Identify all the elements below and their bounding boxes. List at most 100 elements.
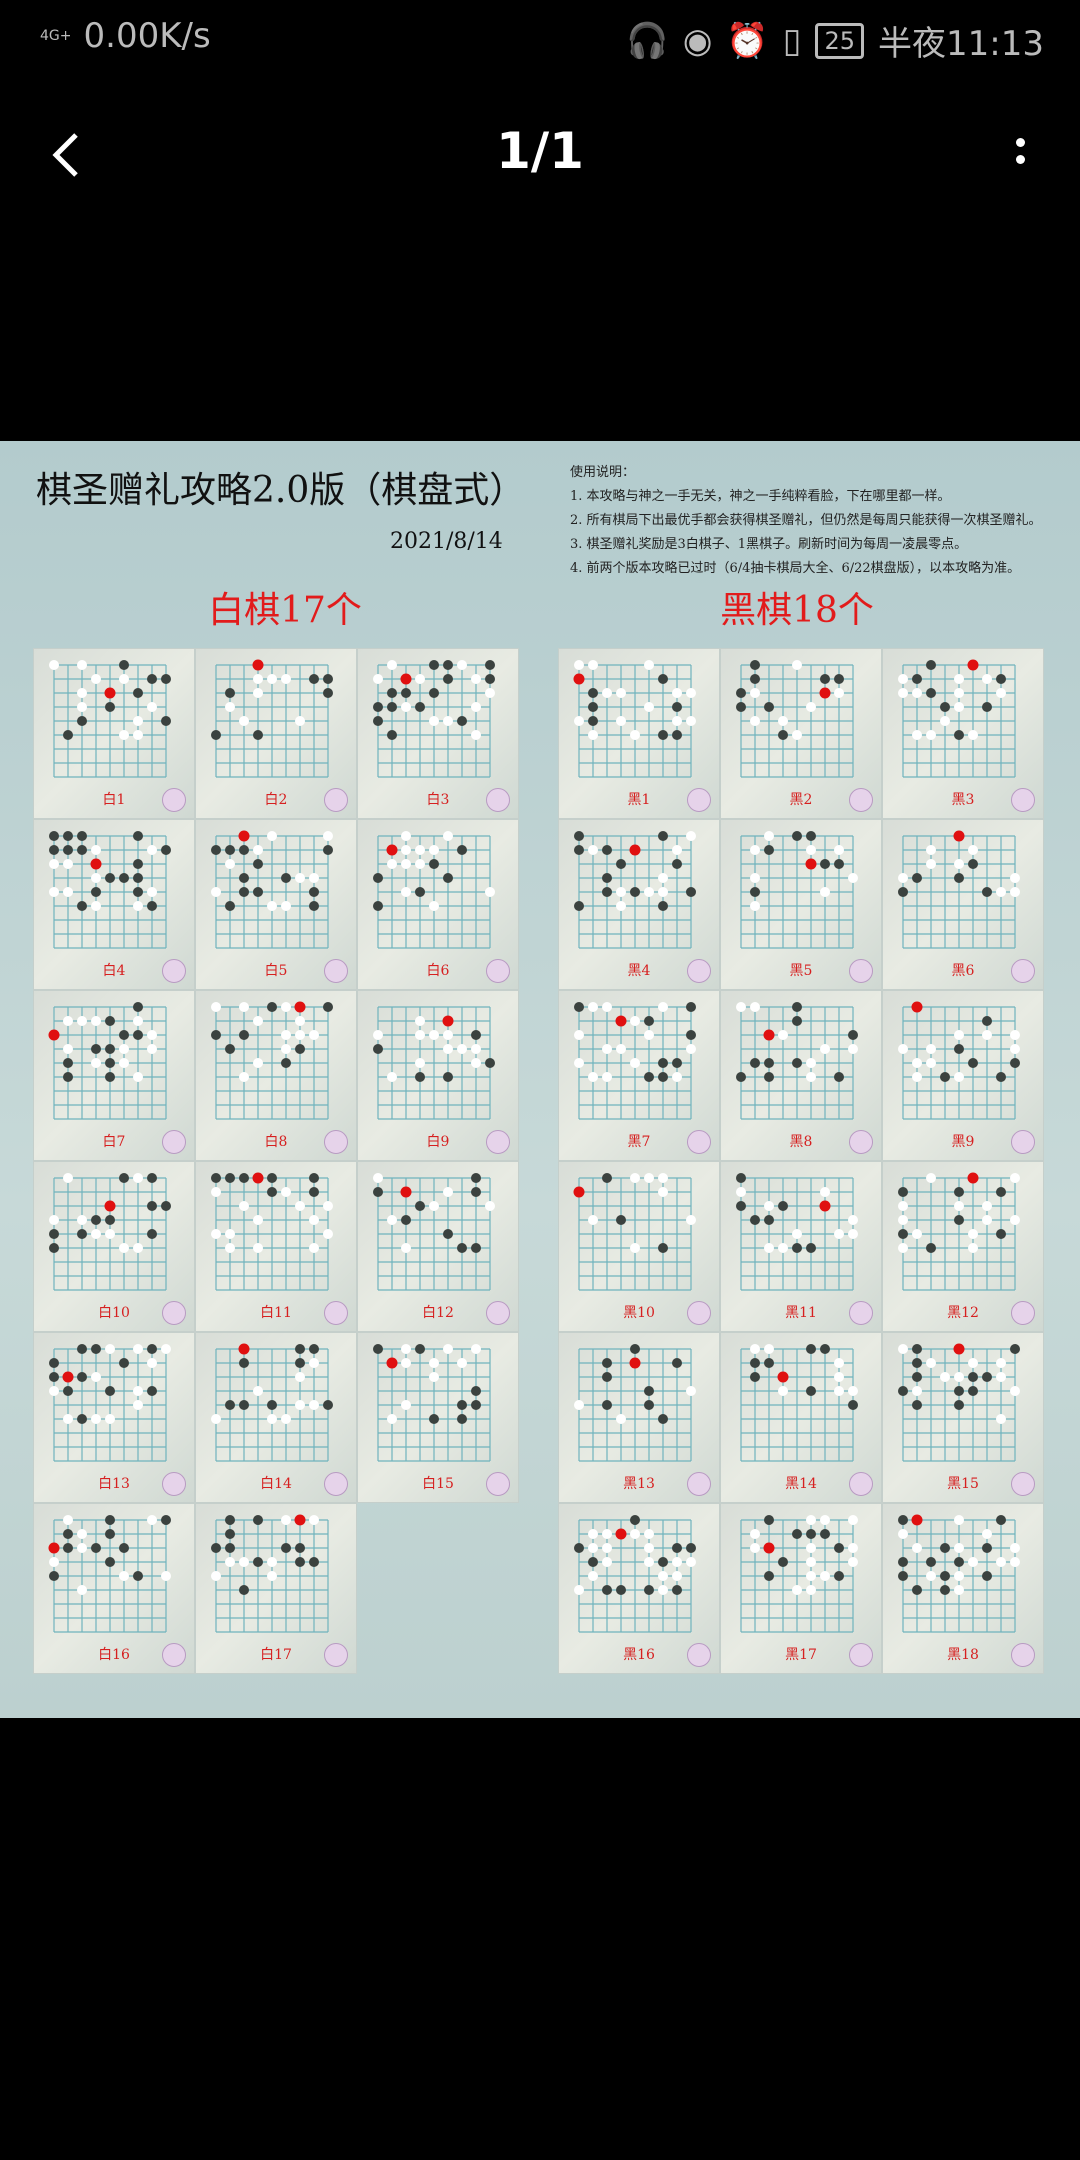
stone [672,1571,682,1581]
stone [429,660,439,670]
stone [806,1557,816,1567]
stone [211,1030,221,1040]
black-heading: 黑棋18个 [720,590,874,631]
board-tile[interactable]: 黑14 [720,1332,882,1503]
board-tile[interactable]: 白3 [357,648,519,819]
stone [485,688,495,698]
stone [253,674,263,684]
stone [77,1344,87,1354]
board-tile[interactable]: 黑10 [558,1161,720,1332]
stone [63,730,73,740]
board-tile[interactable]: 黑2 [720,648,882,819]
board-tile[interactable]: 黑16 [558,1503,720,1674]
board-tile[interactable]: 黑5 [720,819,882,990]
board-tile[interactable]: 白10 [33,1161,195,1332]
board-tile[interactable]: 黑3 [882,648,1044,819]
stone [429,716,439,726]
board-tile[interactable]: 黑17 [720,1503,882,1674]
stone [387,859,397,869]
board-tile[interactable]: 白15 [357,1332,519,1503]
board-tile[interactable]: 白13 [33,1332,195,1503]
stone [588,1002,598,1012]
signal-icon: 4G+ [40,28,72,44]
stone [750,1058,760,1068]
stone [309,1030,319,1040]
stone [49,1215,59,1225]
go-board [736,1173,858,1291]
board-label: 白11 [260,1305,292,1321]
go-board [898,830,1020,949]
board-tile[interactable]: 黑12 [882,1161,1044,1332]
board-tile[interactable]: 黑8 [720,990,882,1161]
stone [750,845,760,855]
stone [588,702,598,712]
board-tile[interactable]: 黑15 [882,1332,1044,1503]
board-tile[interactable]: 白11 [195,1161,357,1332]
board-tile[interactable]: 黑9 [882,990,1044,1161]
stone [848,1386,858,1396]
stone [834,1571,844,1581]
board-tile[interactable]: 白5 [195,819,357,990]
stone [926,845,936,855]
go-board [574,1002,696,1120]
board-tile[interactable]: 黑7 [558,990,720,1161]
stone [105,1557,115,1567]
board-tile[interactable]: 白1 [33,648,195,819]
seal-logo [1011,959,1035,983]
stone [63,1044,73,1054]
guide-image[interactable]: 棋圣赠礼攻略2.0版（棋盘式） 2021/8/14 使用说明： 1. 本攻略与神… [0,441,1080,1718]
board-tile[interactable]: 黑1 [558,648,720,819]
board-tile[interactable]: 黑11 [720,1161,882,1332]
stone [457,1243,467,1253]
stone [820,1515,830,1525]
go-board [373,1344,491,1462]
board-tile[interactable]: 白7 [33,990,195,1161]
stone [602,845,612,855]
board-tile[interactable]: 白6 [357,819,519,990]
seal-logo [162,959,186,983]
stone [736,1072,746,1082]
more-options-button[interactable] [1010,130,1030,180]
stone [77,1016,87,1026]
board-tile[interactable]: 白16 [33,1503,195,1674]
stone [133,1386,143,1396]
stone [471,1187,481,1197]
board-tile[interactable]: 黑13 [558,1332,720,1503]
stone [644,1400,654,1410]
stone [848,1400,858,1410]
stone [954,1557,964,1567]
stone [147,1358,157,1368]
stone [764,831,774,841]
board-tile[interactable]: 白4 [33,819,195,990]
stone [225,702,235,712]
board-tile[interactable]: 白17 [195,1503,357,1674]
stone [750,873,760,883]
board-tile[interactable]: 黑4 [558,819,720,990]
highlight-stone [294,1514,306,1526]
stone [373,1044,383,1054]
board-tile[interactable]: 黑18 [882,1503,1044,1674]
stone [954,1372,964,1382]
stone [105,1229,115,1239]
stone [750,1344,760,1354]
stone [686,1386,696,1396]
board-tile[interactable]: 白12 [357,1161,519,1332]
board-tile[interactable]: 白14 [195,1332,357,1503]
stone [834,1358,844,1368]
stone [267,901,277,911]
stone [485,660,495,670]
stone [658,873,668,883]
board-tile[interactable]: 白9 [357,990,519,1161]
board-label: 黑8 [789,1134,813,1150]
stone [912,873,922,883]
board-tile[interactable]: 白2 [195,648,357,819]
stone [91,845,101,855]
stone [309,1400,319,1410]
stone [63,1529,73,1539]
board-tile[interactable]: 白8 [195,990,357,1161]
back-button[interactable] [40,125,100,185]
page-counter: 1/1 [496,122,584,180]
stone [471,702,481,712]
board-tile[interactable]: 黑6 [882,819,1044,990]
stone [401,845,411,855]
